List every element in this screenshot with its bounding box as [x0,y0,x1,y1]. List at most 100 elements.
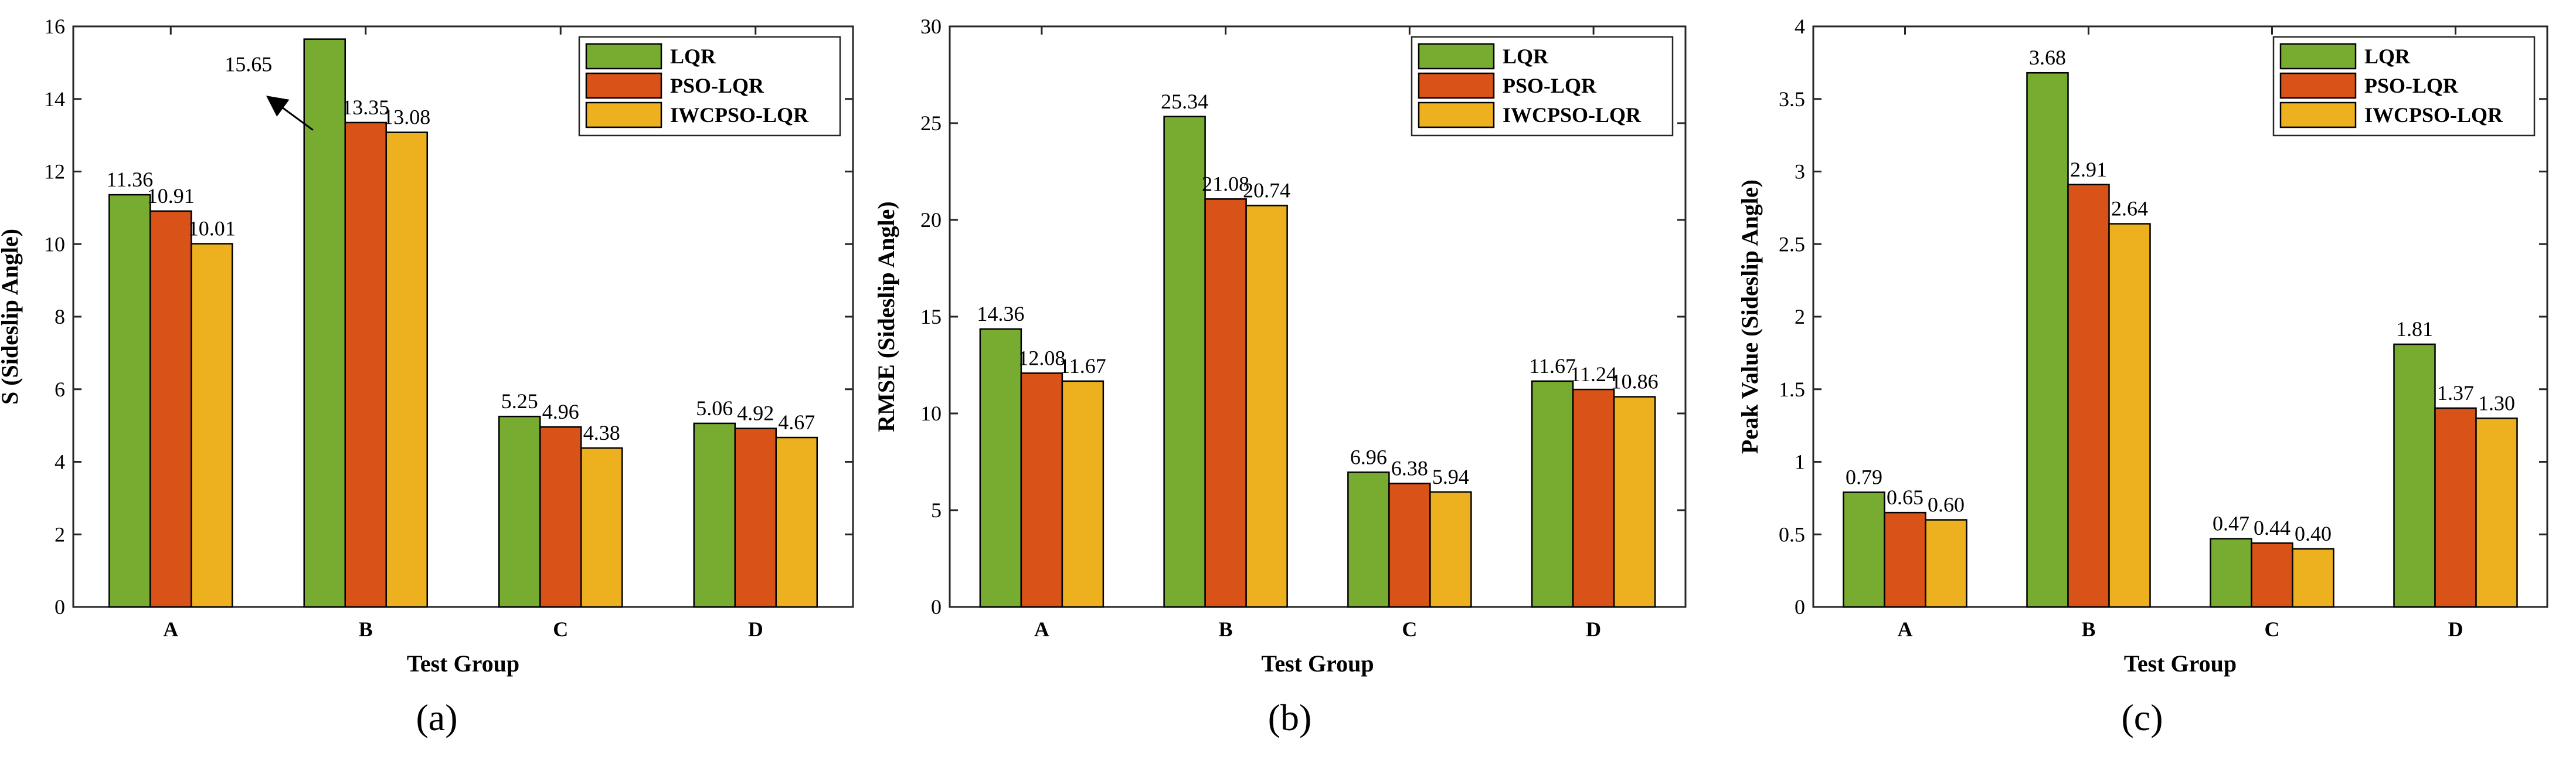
legend-entry: LQR [1503,45,1549,68]
data-label: 12.08 [1018,346,1065,369]
y-tick-label: 0 [931,595,942,619]
data-label: 10.91 [147,184,195,208]
y-tick-label: 16 [44,15,65,38]
category-label: C [2265,618,2280,641]
y-tick-label: 30 [920,15,942,38]
data-label: 3.68 [2029,46,2066,69]
data-label: 5.94 [1432,465,1469,488]
y-tick-label: 0 [1795,595,1805,619]
data-label: 21.08 [1202,172,1249,195]
y-tick-label: 2 [55,522,65,546]
bar [580,447,623,608]
y-axis-title: S (Sideslip Angle) [0,229,23,405]
chart-panel-c: 0 0.5 1 1.5 2 2.5 3 3.5 4 Peak Value (Sideslip An… [1736,15,2548,738]
data-label: 4.67 [778,410,815,434]
category-label: B [1219,618,1233,641]
bar [1163,116,1206,608]
category-label: C [553,618,568,641]
bar [1572,388,1615,608]
bar [734,428,777,608]
data-label: 1.30 [2478,391,2515,415]
data-label: 11.67 [1059,354,1106,378]
bar [2210,538,2252,608]
data-label: 1.37 [2437,381,2474,405]
bar [1884,511,1926,608]
y-tick-label: 5 [931,498,942,522]
data-label: 20.74 [1243,179,1290,202]
bar [2026,72,2069,608]
legend-swatch [2279,43,2357,70]
data-label: 6.38 [1391,456,1428,480]
y-tick-label: 1.5 [1779,378,1805,401]
y-tick-label: 6 [55,378,65,401]
chart-panel-a: 0246810121416S (Sideslip Angle)A11.3610.… [0,15,854,738]
bar [2108,223,2151,608]
x-axis-title: Test Group [2124,650,2237,677]
bar [498,415,541,608]
y-axis-title: RMSE (Sideslip Angle) [873,201,899,432]
data-label: 0.44 [2254,516,2290,540]
legend-swatch [1418,43,1495,70]
y-tick-label: 1 [1795,450,1805,474]
bar [385,131,428,608]
y-tick-label: 10 [920,402,942,425]
bar [149,210,192,608]
legend-entry: PSO-LQR [670,74,764,97]
bar [1347,471,1390,608]
data-label: 0.47 [2213,512,2249,535]
category-label: D [748,618,763,641]
y-tick-label: 20 [920,208,942,232]
y-tick-label: 12 [44,160,65,184]
panel-caption: (a) [416,697,457,738]
category-label: B [359,618,373,641]
category-label: D [1586,618,1601,641]
y-tick-label: 0.5 [1779,522,1805,546]
legend-entry: LQR [2364,45,2411,68]
bar [2393,343,2436,608]
legend-entry: LQR [670,45,716,68]
data-label: 0.60 [1928,493,1965,517]
data-label: 5.25 [501,389,538,413]
bar [539,426,582,608]
bar [775,436,818,608]
bar [303,38,346,608]
y-tick-label: 0 [55,595,65,619]
data-label: 11.67 [1529,354,1576,378]
x-axis-title: Test Group [1261,650,1374,677]
data-label: 0.65 [1887,486,1923,509]
bar [2067,184,2110,608]
data-label: 1.81 [2396,317,2433,341]
bar [1843,491,1885,608]
legend-swatch [1418,101,1495,128]
legend-swatch [585,101,662,128]
y-tick-label: 4 [55,450,65,474]
chart-panel-b: 0 5 10 15 20 25 30 RMSE (Sideslip Angle) A 14.36 1… [873,15,1687,738]
bar [1388,483,1431,608]
panel-caption: (b) [1268,697,1312,738]
data-label: 11.36 [106,168,153,191]
data-label: 5.06 [696,396,733,420]
y-tick-label: 14 [44,87,65,111]
data-label: 2.91 [2070,158,2107,181]
category-label: A [1034,618,1049,641]
y-tick-label: 3 [1795,160,1805,184]
legend-swatch [2279,72,2357,99]
annotation-label: 15.65 [225,53,272,76]
bar [2434,407,2477,608]
data-label: 11.24 [1570,362,1617,386]
y-tick-label: 15 [920,305,942,328]
bar [1020,372,1063,608]
data-label: 2.64 [2111,197,2148,220]
category-label: A [163,618,178,641]
annotation-arrow [266,96,314,131]
bar [1925,519,1967,608]
bar [1531,380,1574,608]
x-axis-title: Test Group [407,650,519,677]
bar [2292,548,2334,608]
data-label: 6.96 [1350,445,1387,469]
data-label: 4.38 [583,421,620,445]
data-label: 4.92 [737,402,774,425]
bar [191,243,233,608]
